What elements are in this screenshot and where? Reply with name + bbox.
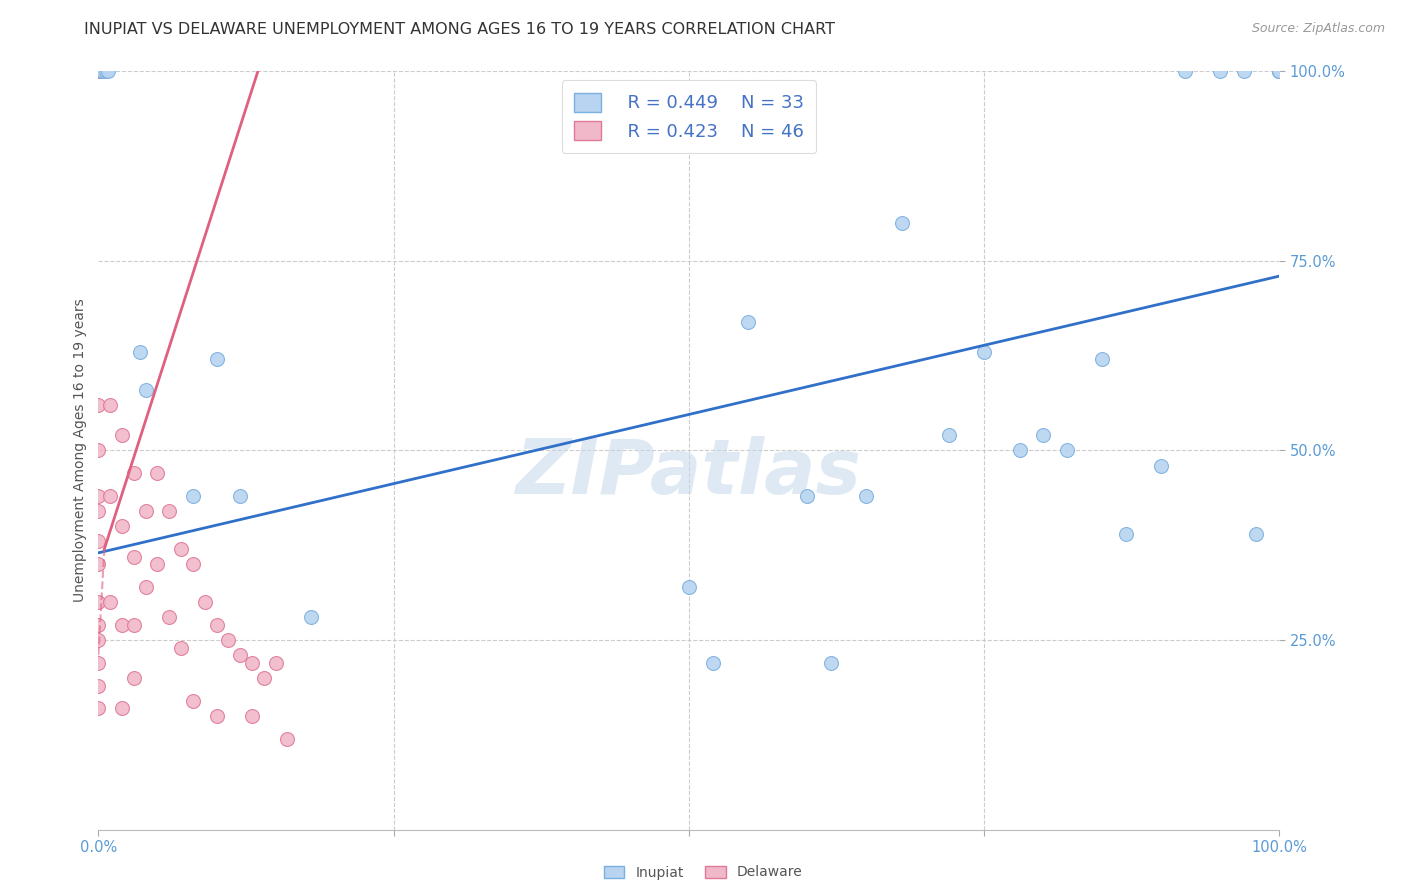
Point <box>299 610 322 624</box>
Point <box>122 617 145 632</box>
Point <box>205 708 228 723</box>
Point <box>87 557 110 572</box>
Point <box>973 344 995 359</box>
Point <box>87 504 110 518</box>
Point <box>1268 64 1291 78</box>
Point <box>1032 428 1054 442</box>
Point <box>820 656 842 670</box>
Point <box>87 64 110 78</box>
Point <box>737 314 759 328</box>
Point <box>146 557 169 572</box>
Point <box>111 428 134 442</box>
Point <box>94 64 117 78</box>
Point <box>1209 64 1232 78</box>
Y-axis label: Unemployment Among Ages 16 to 19 years: Unemployment Among Ages 16 to 19 years <box>73 299 87 602</box>
Point <box>1056 443 1078 458</box>
Point <box>111 701 134 715</box>
Point <box>938 428 960 442</box>
Point <box>111 519 134 533</box>
Point <box>87 633 110 648</box>
Point <box>702 656 724 670</box>
Point <box>97 64 120 78</box>
Point <box>264 656 287 670</box>
Point <box>157 610 180 624</box>
Point <box>87 678 110 692</box>
Point <box>240 656 263 670</box>
Point <box>98 489 121 503</box>
Point <box>181 694 204 708</box>
Point <box>87 534 110 549</box>
Point <box>796 489 818 503</box>
Point <box>1091 352 1114 367</box>
Point <box>87 595 110 609</box>
Point <box>205 617 228 632</box>
Point <box>253 671 276 685</box>
Point <box>229 648 252 662</box>
Point <box>181 489 204 503</box>
Point <box>678 580 700 594</box>
Legend: Inupiat, Delaware: Inupiat, Delaware <box>598 860 808 885</box>
Point <box>122 549 145 564</box>
Point <box>146 467 169 481</box>
Point <box>122 671 145 685</box>
Point <box>87 64 110 78</box>
Point <box>135 383 157 397</box>
Point <box>87 656 110 670</box>
Point <box>1115 526 1137 541</box>
Point <box>157 504 180 518</box>
Point <box>855 489 877 503</box>
Point <box>1268 64 1291 78</box>
Point <box>87 701 110 715</box>
Point <box>87 617 110 632</box>
Point <box>128 344 150 359</box>
Point <box>91 64 114 78</box>
Point <box>217 633 239 648</box>
Point <box>135 580 157 594</box>
Point <box>170 542 193 557</box>
Point <box>890 216 912 230</box>
Text: Source: ZipAtlas.com: Source: ZipAtlas.com <box>1251 22 1385 36</box>
Point <box>1233 64 1256 78</box>
Point <box>205 352 228 367</box>
Point <box>229 489 252 503</box>
Point <box>194 595 217 609</box>
Point <box>90 64 112 78</box>
Point <box>1150 458 1173 473</box>
Point <box>87 64 110 78</box>
Point <box>1268 64 1291 78</box>
Point <box>240 708 263 723</box>
Text: ZIPatlas: ZIPatlas <box>516 436 862 510</box>
Point <box>87 443 110 458</box>
Point <box>170 640 193 655</box>
Point <box>276 731 298 746</box>
Text: INUPIAT VS DELAWARE UNEMPLOYMENT AMONG AGES 16 TO 19 YEARS CORRELATION CHART: INUPIAT VS DELAWARE UNEMPLOYMENT AMONG A… <box>84 22 835 37</box>
Point <box>135 504 157 518</box>
Point <box>122 467 145 481</box>
Point <box>98 398 121 412</box>
Point <box>111 617 134 632</box>
Legend:   R = 0.449    N = 33,   R = 0.423    N = 46: R = 0.449 N = 33, R = 0.423 N = 46 <box>561 80 817 153</box>
Point <box>1244 526 1267 541</box>
Point <box>1268 64 1291 78</box>
Point <box>1174 64 1197 78</box>
Point <box>98 595 121 609</box>
Point <box>87 489 110 503</box>
Point <box>1008 443 1031 458</box>
Point <box>181 557 204 572</box>
Point <box>87 398 110 412</box>
